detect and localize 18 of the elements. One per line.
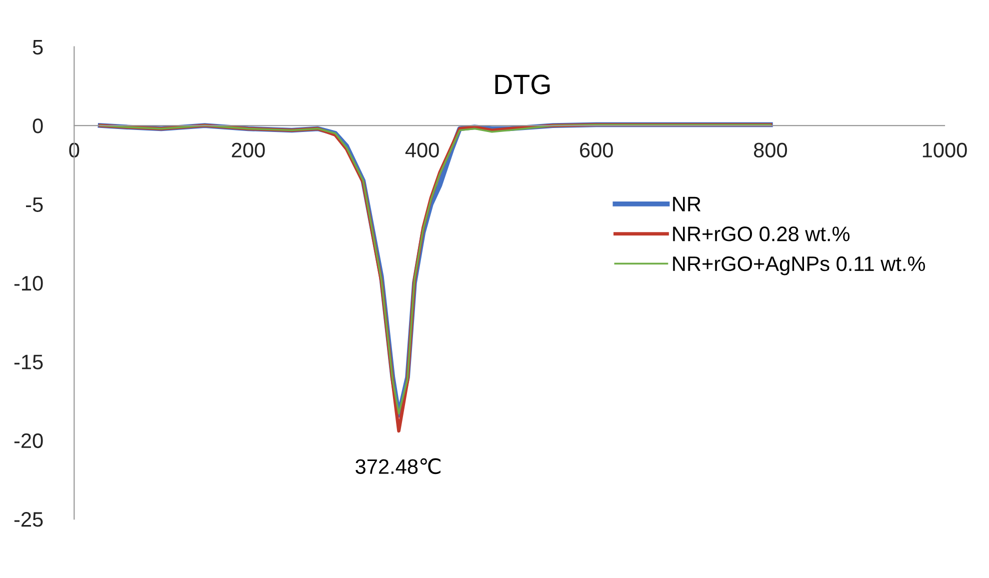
legend-label: NR+rGO+AgNPs 0.11 wt.% [673, 256, 926, 276]
y-tick-label: -15 [14, 354, 43, 370]
x-tick-label: 1000 [922, 142, 967, 158]
x-tick-label: 200 [232, 142, 265, 158]
text: DTG [495, 74, 550, 94]
y-tick-label: -20 [14, 433, 43, 448]
x-tick-label: 600 [580, 142, 613, 158]
y-tick-label: -5 [26, 197, 43, 212]
x-tick-label: 0 [69, 142, 80, 158]
y-tick-label: 0 [32, 118, 43, 134]
annotation: 372.48℃ [356, 458, 440, 474]
y-tick-label: 5 [32, 40, 43, 55]
y-tick-label: -25 [14, 512, 43, 527]
y-tick-label: -10 [14, 276, 43, 291]
legend-label: NR [673, 196, 701, 212]
x-tick-label: 800 [754, 142, 787, 158]
x-tick-label: 400 [405, 142, 439, 158]
legend-label: NR+rGO 0.28 wt.% [673, 226, 850, 242]
